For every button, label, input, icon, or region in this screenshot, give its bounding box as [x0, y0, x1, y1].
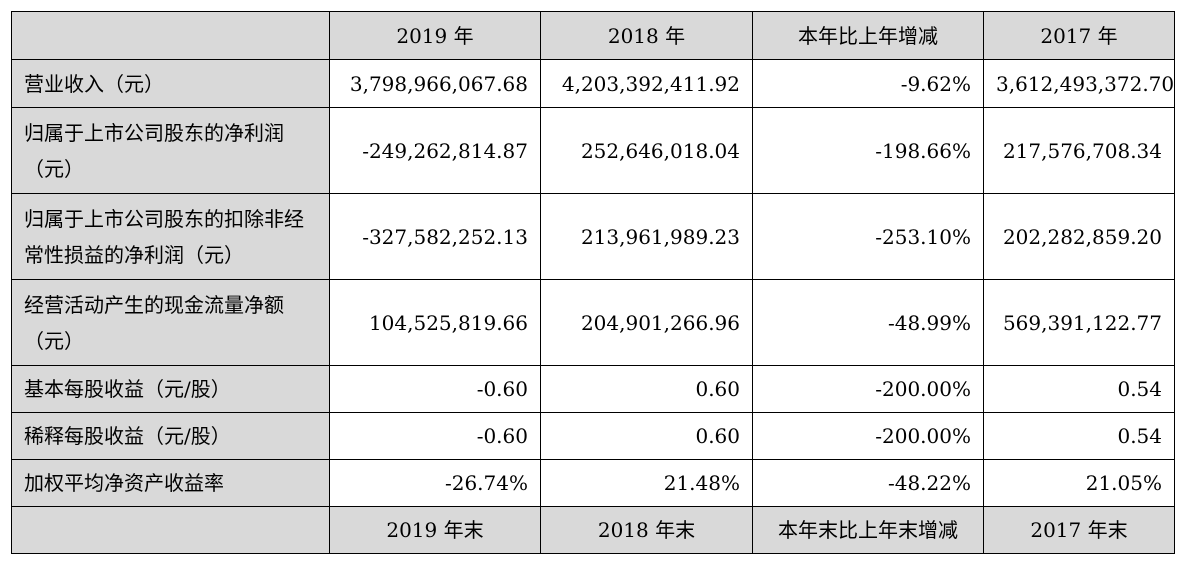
header-cell-change: 本年比上年增减 — [752, 11, 984, 60]
row-label: 营业收入（元） — [11, 59, 330, 108]
header-cell-2017: 2017 年 — [983, 11, 1175, 60]
header-cell-2018: 2018 年 — [540, 11, 753, 60]
header-row: 2019 年 2018 年 本年比上年增减 2017 年 — [11, 11, 1175, 60]
table-row-net-profit-deducted: 归属于上市公司股东的扣除非经常性损益的净利润（元） -327,582,252.1… — [11, 193, 1175, 280]
value-cell: 0.54 — [983, 365, 1175, 413]
value-cell: 204,901,266.96 — [540, 279, 753, 366]
value-cell: 21.05% — [983, 459, 1175, 507]
row-label: 加权平均净资产收益率 — [11, 459, 330, 507]
footer-header-cell-2017-end: 2017 年末 — [983, 506, 1175, 554]
value-cell: -249,262,814.87 — [329, 107, 541, 194]
value-cell: 202,282,859.20 — [983, 193, 1175, 280]
row-label: 稀释每股收益（元/股） — [11, 412, 330, 460]
value-cell: -26.74% — [329, 459, 541, 507]
value-cell: 104,525,819.66 — [329, 279, 541, 366]
row-label: 归属于上市公司股东的净利润（元） — [11, 107, 330, 194]
value-cell: 21.48% — [540, 459, 753, 507]
value-cell: -0.60 — [329, 412, 541, 460]
footer-header-cell-empty — [11, 506, 330, 554]
value-cell: -200.00% — [752, 365, 984, 413]
table-row-revenue: 营业收入（元） 3,798,966,067.68 4,203,392,411.9… — [11, 59, 1175, 108]
header-cell-2019: 2019 年 — [329, 11, 541, 60]
value-cell: -200.00% — [752, 412, 984, 460]
row-label: 基本每股收益（元/股） — [11, 365, 330, 413]
value-cell: -198.66% — [752, 107, 984, 194]
value-cell: -48.22% — [752, 459, 984, 507]
footer-header-row: 2019 年末 2018 年末 本年末比上年末增减 2017 年末 — [11, 506, 1175, 554]
table-row-roe: 加权平均净资产收益率 -26.74% 21.48% -48.22% 21.05% — [11, 459, 1175, 507]
financial-summary-table: 2019 年 2018 年 本年比上年增减 2017 年 营业收入（元） 3,7… — [11, 11, 1175, 554]
value-cell: 252,646,018.04 — [540, 107, 753, 194]
value-cell: -253.10% — [752, 193, 984, 280]
footer-header-cell-2018-end: 2018 年末 — [540, 506, 753, 554]
value-cell: 569,391,122.77 — [983, 279, 1175, 366]
value-cell: 4,203,392,411.92 — [540, 59, 753, 108]
value-cell: 3,612,493,372.70 — [983, 59, 1175, 108]
table-row-operating-cash-flow: 经营活动产生的现金流量净额（元） 104,525,819.66 204,901,… — [11, 279, 1175, 366]
table-row-diluted-eps: 稀释每股收益（元/股） -0.60 0.60 -200.00% 0.54 — [11, 412, 1175, 460]
value-cell: 3,798,966,067.68 — [329, 59, 541, 108]
row-label: 经营活动产生的现金流量净额（元） — [11, 279, 330, 366]
value-cell: 0.54 — [983, 412, 1175, 460]
value-cell: 217,576,708.34 — [983, 107, 1175, 194]
footer-header-cell-change: 本年末比上年末增减 — [752, 506, 984, 554]
row-label: 归属于上市公司股东的扣除非经常性损益的净利润（元） — [11, 193, 330, 280]
table-row-basic-eps: 基本每股收益（元/股） -0.60 0.60 -200.00% 0.54 — [11, 365, 1175, 413]
value-cell: 213,961,989.23 — [540, 193, 753, 280]
value-cell: 0.60 — [540, 365, 753, 413]
value-cell: -48.99% — [752, 279, 984, 366]
value-cell: 0.60 — [540, 412, 753, 460]
value-cell: -0.60 — [329, 365, 541, 413]
value-cell: -9.62% — [752, 59, 984, 108]
footer-header-cell-2019-end: 2019 年末 — [329, 506, 541, 554]
value-cell: -327,582,252.13 — [329, 193, 541, 280]
table-row-net-profit: 归属于上市公司股东的净利润（元） -249,262,814.87 252,646… — [11, 107, 1175, 194]
header-cell-empty — [11, 11, 330, 60]
